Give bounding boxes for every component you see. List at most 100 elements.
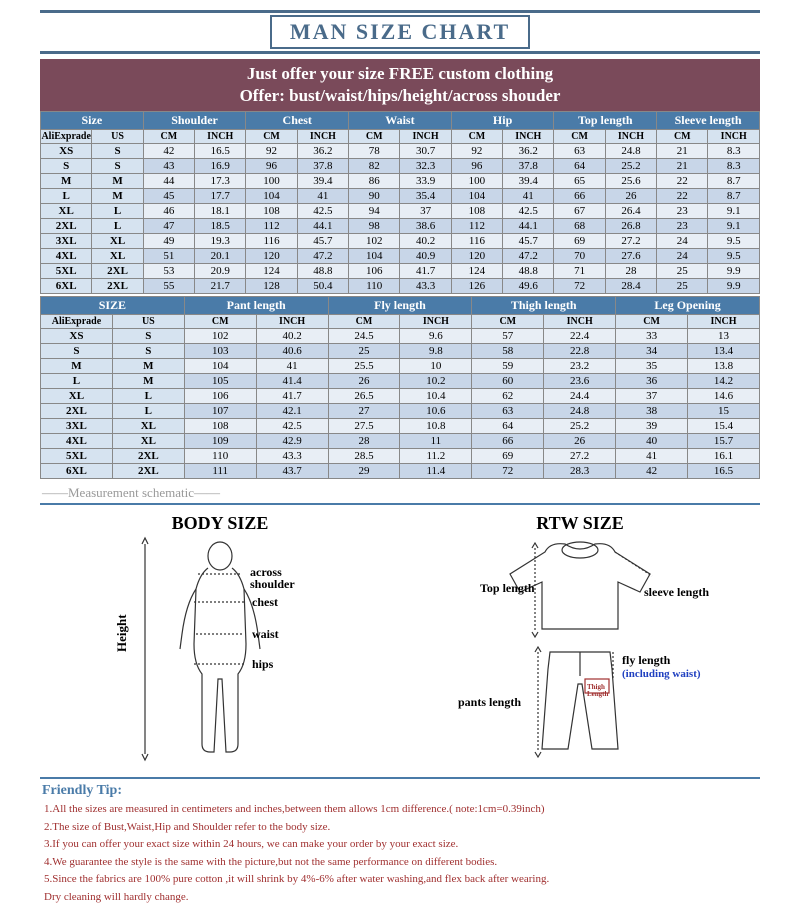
col-header: Sleeve length — [657, 112, 760, 130]
col-subheader: INCH — [503, 130, 554, 144]
table-cell: 30.7 — [400, 144, 451, 159]
table-row: 2XLL4718.511244.19838.611244.16826.8239.… — [41, 219, 760, 234]
table-cell: 11.4 — [400, 464, 472, 479]
table-cell: 20.9 — [195, 264, 246, 279]
table-cell: 17.3 — [195, 174, 246, 189]
tip-line: 1.All the sizes are measured in centimet… — [44, 801, 756, 818]
schematic-header: ——Measurement schematic—— — [40, 479, 760, 505]
hips-label: hips — [252, 657, 274, 671]
table-cell: 62 — [472, 389, 544, 404]
table-cell: 48.8 — [297, 264, 348, 279]
chest-label: chest — [252, 595, 278, 609]
table-cell: 9.1 — [708, 204, 760, 219]
table-row: XLL10641.726.510.46224.43714.6 — [41, 389, 760, 404]
table-cell: 23.2 — [544, 359, 616, 374]
table-cell: 10.6 — [400, 404, 472, 419]
table-cell: 14.2 — [688, 374, 760, 389]
table-cell: 13.8 — [688, 359, 760, 374]
body-size-title: BODY SIZE — [90, 513, 350, 534]
table-cell: 22.8 — [544, 344, 616, 359]
table-cell: 9.6 — [400, 329, 472, 344]
table-cell: 92 — [246, 144, 297, 159]
col-subheader: CM — [184, 315, 256, 329]
col-subheader: INCH — [544, 315, 616, 329]
table-cell: 4XL — [41, 249, 92, 264]
table-cell: 34 — [616, 344, 688, 359]
table-cell: M — [41, 174, 92, 189]
table-cell: 24.5 — [328, 329, 400, 344]
table-cell: 35 — [616, 359, 688, 374]
table-cell: 21 — [657, 144, 708, 159]
table-cell: 109 — [184, 434, 256, 449]
table-cell: 48.8 — [503, 264, 554, 279]
table-cell: 24 — [657, 249, 708, 264]
table-cell: 124 — [451, 264, 502, 279]
col-header: Leg Opening — [616, 297, 760, 315]
table-cell: 10.4 — [400, 389, 472, 404]
table-cell: 120 — [246, 249, 297, 264]
table-cell: 108 — [184, 419, 256, 434]
col-subheader: AliExprade — [41, 130, 92, 144]
table-cell: 26 — [328, 374, 400, 389]
table-cell: L — [112, 404, 184, 419]
size-table-lower: SIZEPant lengthFly lengthThigh lengthLeg… — [40, 296, 760, 479]
table-cell: 116 — [246, 234, 297, 249]
table-cell: 24.8 — [544, 404, 616, 419]
table-cell: 69 — [554, 234, 605, 249]
table-cell: 96 — [246, 159, 297, 174]
table-cell: 9.1 — [708, 219, 760, 234]
size-table-upper: SizeShoulderChestWaistHipTop lengthSleev… — [40, 111, 760, 294]
table-cell: L — [92, 204, 143, 219]
table-cell: 18.1 — [195, 204, 246, 219]
offer-line-1: Just offer your size FREE custom clothin… — [40, 63, 760, 85]
garment-figure-icon: Top length sleeve length fly length (inc… — [450, 534, 710, 764]
table-cell: 41.7 — [256, 389, 328, 404]
table-cell: 55 — [143, 279, 194, 294]
table-cell: XL — [92, 249, 143, 264]
table-cell: 63 — [472, 404, 544, 419]
table-cell: XL — [41, 389, 113, 404]
table-cell: XL — [92, 234, 143, 249]
table-row: XSS10240.224.59.65722.43313 — [41, 329, 760, 344]
table-cell: 104 — [246, 189, 297, 204]
table-cell: 13 — [688, 329, 760, 344]
table-cell: 86 — [349, 174, 400, 189]
table-cell: 38 — [616, 404, 688, 419]
table-cell: 36.2 — [297, 144, 348, 159]
table-cell: S — [41, 344, 113, 359]
table-cell: 40.2 — [400, 234, 451, 249]
col-header: Shoulder — [143, 112, 246, 130]
body-figure-icon: Height across shoulder chest waist hips — [90, 534, 350, 764]
col-subheader: CM — [554, 130, 605, 144]
table-cell: 35.4 — [400, 189, 451, 204]
table-cell: 47 — [143, 219, 194, 234]
table-cell: 27.2 — [605, 234, 656, 249]
table-cell: 23.6 — [544, 374, 616, 389]
top-length-label: Top length — [480, 581, 535, 595]
offer-line-2: Offer: bust/waist/hips/height/across sho… — [40, 85, 760, 107]
table-cell: 128 — [246, 279, 297, 294]
table-cell: 11 — [400, 434, 472, 449]
table-cell: 37 — [400, 204, 451, 219]
col-subheader: CM — [246, 130, 297, 144]
table-cell: 39.4 — [503, 174, 554, 189]
table-cell: 9.9 — [708, 264, 760, 279]
table-cell: 42 — [616, 464, 688, 479]
col-header: Waist — [349, 112, 452, 130]
table-row: XLL4618.110842.5943710842.56726.4239.1 — [41, 204, 760, 219]
table-cell: 22.4 — [544, 329, 616, 344]
col-subheader: INCH — [400, 315, 472, 329]
col-subheader: INCH — [688, 315, 760, 329]
table-cell: 15.4 — [688, 419, 760, 434]
table-cell: 44.1 — [503, 219, 554, 234]
table-cell: 70 — [554, 249, 605, 264]
table-cell: 21 — [657, 159, 708, 174]
table-cell: 105 — [184, 374, 256, 389]
table-cell: 40.2 — [256, 329, 328, 344]
table-cell: 67 — [554, 204, 605, 219]
table-cell: 9.5 — [708, 249, 760, 264]
col-header: Thigh length — [472, 297, 616, 315]
table-row: 6XL2XL11143.72911.47228.34216.5 — [41, 464, 760, 479]
table-cell: 50.4 — [297, 279, 348, 294]
table-cell: XL — [41, 204, 92, 219]
